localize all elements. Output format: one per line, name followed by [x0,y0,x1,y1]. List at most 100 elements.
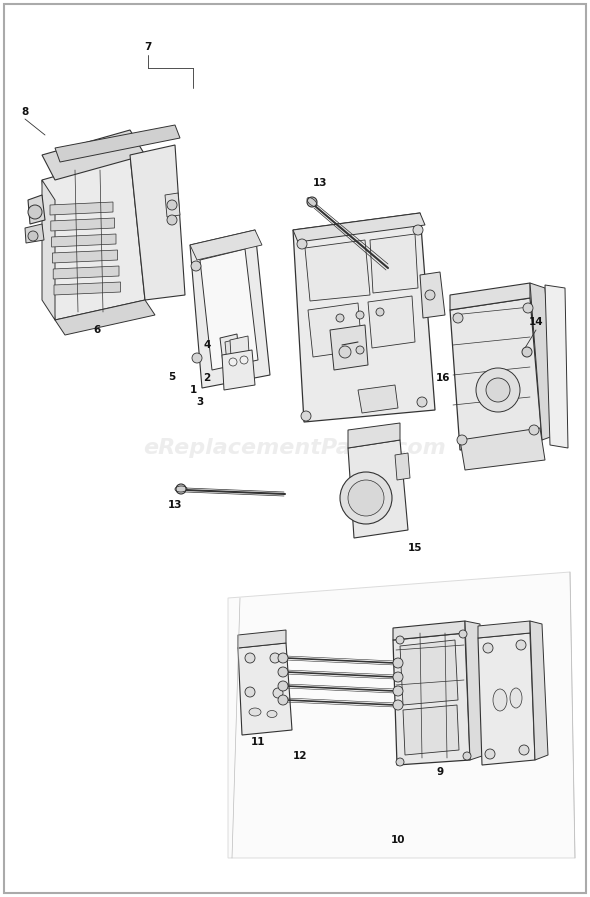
Polygon shape [330,325,368,370]
Circle shape [393,672,403,682]
Polygon shape [25,224,44,243]
Circle shape [356,346,364,354]
Circle shape [396,636,404,644]
Circle shape [297,239,307,249]
Text: 14: 14 [529,317,543,327]
Polygon shape [238,630,286,648]
Polygon shape [50,202,113,215]
Circle shape [307,197,317,207]
Polygon shape [165,193,180,217]
Polygon shape [238,643,292,735]
Polygon shape [522,343,534,360]
Circle shape [425,290,435,300]
Circle shape [240,356,248,364]
Ellipse shape [493,689,507,711]
Polygon shape [358,385,398,413]
Circle shape [245,653,255,663]
Circle shape [522,347,532,357]
Circle shape [486,378,510,402]
Polygon shape [450,298,542,450]
Polygon shape [55,300,155,335]
Polygon shape [393,621,465,640]
Circle shape [167,200,177,210]
Circle shape [278,667,288,677]
Circle shape [516,640,526,650]
Polygon shape [53,250,117,263]
Polygon shape [368,296,415,348]
Circle shape [167,215,177,225]
Text: 4: 4 [204,340,211,350]
Text: 15: 15 [408,543,422,553]
Circle shape [270,653,280,663]
Ellipse shape [510,688,522,708]
Circle shape [339,346,351,358]
Polygon shape [395,453,410,480]
Polygon shape [478,621,530,638]
Circle shape [348,480,384,516]
Circle shape [176,484,186,494]
Polygon shape [228,572,575,858]
Polygon shape [465,621,485,760]
Polygon shape [348,423,400,448]
Circle shape [459,630,467,638]
Polygon shape [305,240,370,301]
Polygon shape [51,218,114,231]
Ellipse shape [267,710,277,718]
Polygon shape [403,705,459,755]
Circle shape [457,435,467,445]
Circle shape [483,643,493,653]
Polygon shape [220,334,240,372]
Text: 10: 10 [391,835,405,845]
Polygon shape [348,440,408,538]
Circle shape [301,411,311,421]
Circle shape [192,353,202,363]
Circle shape [396,758,404,766]
Polygon shape [200,249,258,370]
Text: 1: 1 [189,385,196,395]
Polygon shape [55,125,180,162]
Text: 13: 13 [313,178,327,188]
Circle shape [356,311,364,319]
Polygon shape [53,266,119,279]
Circle shape [485,749,495,759]
Polygon shape [293,213,425,242]
Circle shape [273,688,283,698]
Polygon shape [478,633,535,765]
Circle shape [393,686,403,696]
Text: 11: 11 [251,737,266,747]
Circle shape [340,472,392,524]
Text: 6: 6 [93,325,101,335]
Polygon shape [54,282,120,295]
Text: 12: 12 [293,751,307,761]
Polygon shape [42,180,55,320]
Text: 9: 9 [437,767,444,777]
Polygon shape [393,633,470,765]
Text: 3: 3 [196,397,204,407]
Polygon shape [42,130,145,180]
Text: 16: 16 [436,373,450,383]
Circle shape [278,695,288,705]
Circle shape [28,231,38,241]
Circle shape [376,308,384,316]
Circle shape [463,752,471,760]
Polygon shape [308,303,362,357]
Polygon shape [400,640,458,705]
Circle shape [523,303,533,313]
Polygon shape [293,213,435,422]
Polygon shape [530,621,548,760]
Circle shape [245,687,255,697]
Circle shape [393,700,403,710]
Polygon shape [370,234,418,293]
Circle shape [529,425,539,435]
Polygon shape [230,336,250,374]
Polygon shape [42,155,145,320]
Polygon shape [130,145,185,300]
Circle shape [417,397,427,407]
Polygon shape [190,230,270,388]
Text: 7: 7 [145,42,152,52]
Polygon shape [51,234,116,247]
Circle shape [278,681,288,691]
Polygon shape [225,338,244,375]
Polygon shape [450,283,530,310]
Polygon shape [222,350,255,390]
